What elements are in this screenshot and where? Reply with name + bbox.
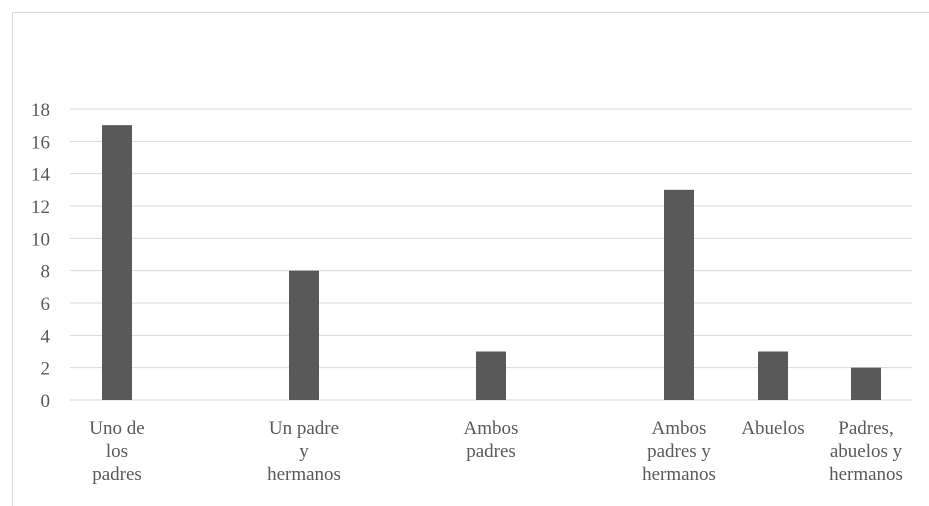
y-tick-label: 18 (31, 100, 50, 121)
bar-6 (851, 367, 881, 400)
x-category-label-line: los (106, 441, 128, 462)
y-tick-label: 6 (41, 294, 51, 315)
x-category-label-line: Uno de (89, 418, 144, 439)
y-tick-label: 4 (41, 326, 51, 347)
x-category-label: Padres, abuelos y hermanos (829, 418, 903, 485)
x-category-label-line: hermanos (829, 464, 903, 485)
x-category-label-line: y (299, 441, 309, 462)
y-axis-ticks: 0 2 4 6 8 10 12 14 16 18 (31, 100, 51, 412)
bar-1 (102, 125, 132, 401)
x-category-label-line: hermanos (642, 464, 716, 485)
y-tick-label: 12 (31, 197, 50, 218)
x-category-label-line: padres y (647, 441, 711, 462)
x-category-label: Un padre y hermanos (267, 418, 341, 485)
x-category-label: Ambos padres (464, 418, 519, 462)
x-category-label-line: abuelos y (830, 441, 903, 462)
x-category-label-line: Ambos (464, 418, 519, 439)
bars (102, 125, 881, 401)
x-category-label-line: hermanos (267, 464, 341, 485)
x-category-label-line: Un padre (269, 418, 339, 439)
x-category-label-line: Ambos (652, 418, 707, 439)
y-tick-label: 10 (31, 229, 50, 250)
y-tick-label: 14 (31, 165, 51, 186)
x-category-label-line: Padres, (838, 418, 893, 439)
x-category-label: Abuelos (741, 418, 804, 439)
x-category-label-line: padres (92, 464, 142, 485)
y-tick-label: 0 (41, 391, 51, 412)
x-category-label: Uno de los padres (89, 418, 144, 485)
bar-4 (664, 189, 694, 400)
chart-frame (12, 12, 929, 506)
y-tick-label: 8 (41, 262, 51, 283)
bar-2 (289, 270, 319, 400)
y-tick-label: 16 (31, 132, 50, 153)
x-category-label: Ambos padres y hermanos (642, 418, 716, 485)
y-tick-label: 2 (41, 359, 51, 380)
bar-3 (476, 351, 506, 400)
x-category-label-line: Abuelos (741, 418, 804, 439)
bar-5 (758, 351, 788, 400)
x-category-label-line: padres (466, 441, 516, 462)
